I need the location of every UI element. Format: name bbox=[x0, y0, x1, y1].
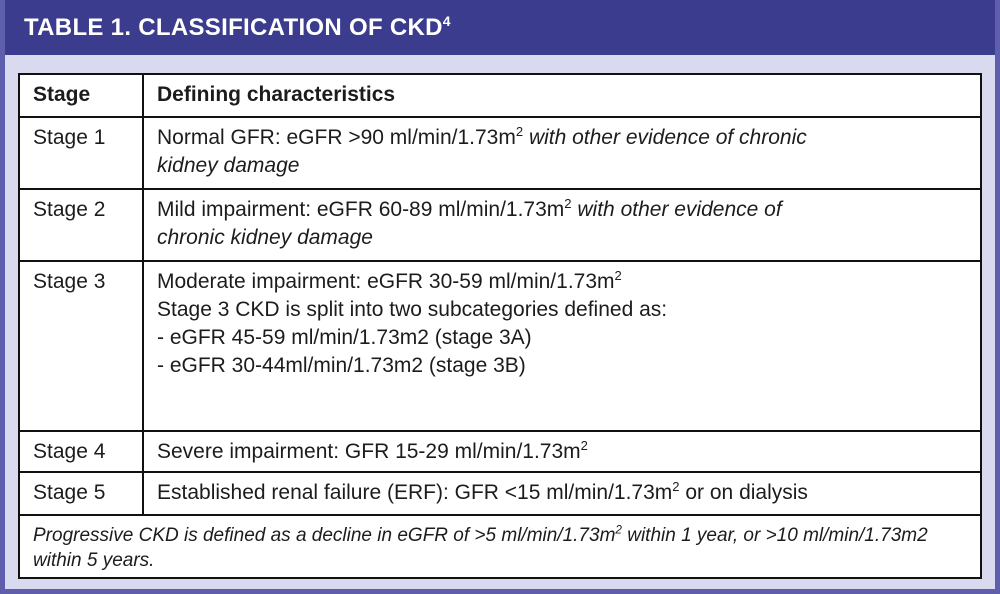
characteristics-cell: Severe impairment: GFR 15-29 ml/min/1.73… bbox=[142, 430, 982, 473]
cell-text-line: Normal GFR: eGFR >90 ml/min/1.73m2 with … bbox=[157, 124, 807, 149]
ckd-classification-table: Stage Defining characteristics Stage 1 No… bbox=[18, 73, 982, 579]
cell-text-line: chronic kidney damage bbox=[157, 226, 373, 249]
table-row: Stage 2 Mild impairment: eGFR 60-89 ml/mi… bbox=[18, 188, 982, 262]
banner-title-superscript: 4 bbox=[442, 13, 451, 29]
cell-text-line: Mild impairment: eGFR 60-89 ml/min/1.73m… bbox=[157, 196, 782, 221]
banner-title-text: TABLE 1. CLASSIFICATION OF CKD bbox=[24, 14, 443, 41]
stage-cell: Stage 2 bbox=[18, 188, 144, 262]
cell-text-line: Severe impairment: GFR 15-29 ml/min/1.73… bbox=[157, 438, 588, 463]
characteristics-cell: Moderate impairment: eGFR 30-59 ml/min/1… bbox=[142, 260, 982, 432]
table-row: Stage 1 Normal GFR: eGFR >90 ml/min/1.73m… bbox=[18, 116, 982, 190]
characteristics-cell: Mild impairment: eGFR 60-89 ml/min/1.73m… bbox=[142, 188, 982, 262]
stage-cell: Stage 4 bbox=[18, 430, 144, 473]
cell-text-line: kidney damage bbox=[157, 154, 300, 177]
cell-text-line: - eGFR 30-44ml/min/1.73m2 (stage 3B) bbox=[157, 354, 526, 377]
table-container: Stage Defining characteristics Stage 1 No… bbox=[18, 73, 982, 579]
characteristics-cell: Established renal failure (ERF): GFR <15… bbox=[142, 471, 982, 516]
table-footnote: Progressive CKD is defined as a decline … bbox=[18, 514, 982, 579]
table-header-row: Stage Defining characteristics bbox=[18, 73, 982, 118]
table-banner: TABLE 1. CLASSIFICATION OF CKD4 bbox=[5, 0, 995, 55]
table-row: Stage 3 Moderate impairment: eGFR 30-59 m… bbox=[18, 260, 982, 432]
table-footnote-row: Progressive CKD is defined as a decline … bbox=[18, 514, 982, 579]
stage-cell: Stage 5 bbox=[18, 471, 144, 516]
characteristics-cell: Normal GFR: eGFR >90 ml/min/1.73m2 with … bbox=[142, 116, 982, 190]
cell-text-line: Established renal failure (ERF): GFR <15… bbox=[157, 479, 808, 504]
table-row: Stage 4 Severe impairment: GFR 15-29 ml/m… bbox=[18, 430, 982, 473]
cell-text-line: Stage 3 CKD is split into two subcategor… bbox=[157, 298, 668, 321]
cell-text-line: - eGFR 45-59 ml/min/1.73m2 (stage 3A) bbox=[157, 326, 532, 349]
header-defining-characteristics: Defining characteristics bbox=[142, 73, 982, 118]
cell-text-line: Progressive CKD is defined as a decline … bbox=[33, 523, 928, 546]
cell-text-line: Moderate impairment: eGFR 30-59 ml/min/1… bbox=[157, 268, 622, 293]
stage-cell: Stage 1 bbox=[18, 116, 144, 190]
banner-title: TABLE 1. CLASSIFICATION OF CKD4 bbox=[24, 13, 451, 42]
stage-cell: Stage 3 bbox=[18, 260, 144, 432]
cell-text-line: within 5 years. bbox=[33, 550, 155, 571]
ckd-table-body: Stage 1 Normal GFR: eGFR >90 ml/min/1.73m… bbox=[18, 116, 982, 579]
table-row: Stage 5 Established renal failure (ERF): … bbox=[18, 471, 982, 516]
header-stage: Stage bbox=[18, 73, 144, 118]
